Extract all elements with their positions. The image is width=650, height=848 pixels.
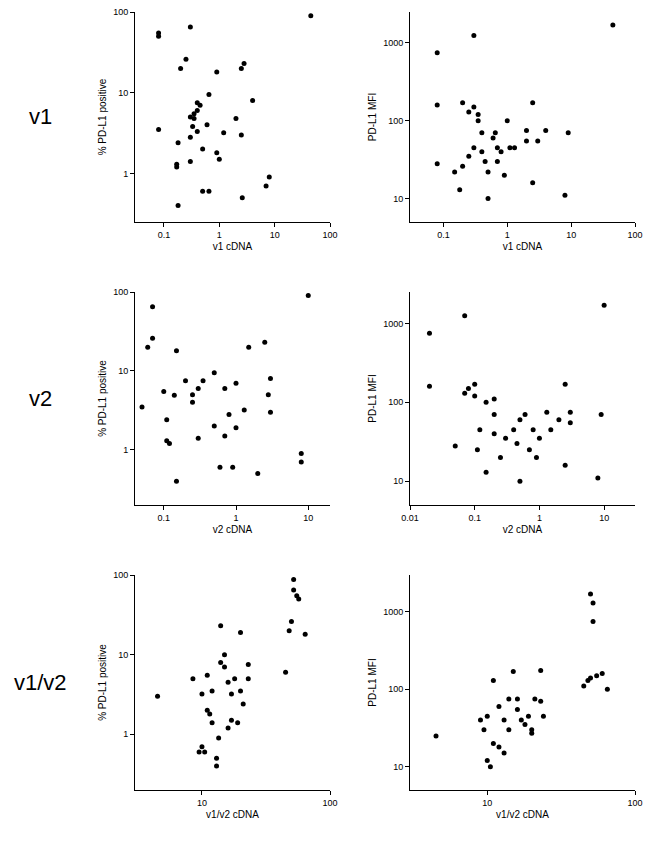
svg-text:1000: 1000 <box>383 607 403 617</box>
svg-text:10: 10 <box>118 88 128 98</box>
svg-text:100: 100 <box>113 7 128 17</box>
svg-text:v2: v2 <box>29 386 52 411</box>
svg-text:0.1: 0.1 <box>437 230 450 240</box>
svg-text:% PD-L1 positive: % PD-L1 positive <box>97 644 108 721</box>
svg-text:1: 1 <box>123 445 128 455</box>
svg-text:0.01: 0.01 <box>401 513 419 523</box>
svg-text:100: 100 <box>627 798 642 808</box>
svg-text:v1 cDNA: v1 cDNA <box>503 241 543 252</box>
svg-text:v1: v1 <box>29 104 52 129</box>
svg-text:1: 1 <box>505 230 510 240</box>
svg-text:1: 1 <box>123 169 128 179</box>
svg-text:100: 100 <box>322 230 337 240</box>
svg-text:10: 10 <box>566 230 576 240</box>
svg-text:v2 cDNA: v2 cDNA <box>213 524 253 535</box>
svg-text:0.1: 0.1 <box>158 230 171 240</box>
svg-text:v1 cDNA: v1 cDNA <box>213 241 253 252</box>
svg-text:0.1: 0.1 <box>157 513 170 523</box>
svg-text:PD-L1 MFI: PD-L1 MFI <box>367 93 378 141</box>
svg-text:1000: 1000 <box>383 319 403 329</box>
svg-text:1: 1 <box>537 513 542 523</box>
svg-text:10: 10 <box>393 194 403 204</box>
svg-text:100: 100 <box>388 397 403 407</box>
svg-text:0.1: 0.1 <box>468 513 481 523</box>
svg-text:10: 10 <box>599 513 609 523</box>
svg-text:PD-L1 MFI: PD-L1 MFI <box>367 658 378 706</box>
svg-text:% PD-L1 positive: % PD-L1 positive <box>97 360 108 437</box>
svg-text:1: 1 <box>123 729 128 739</box>
svg-text:100: 100 <box>388 684 403 694</box>
svg-text:% PD-L1 positive: % PD-L1 positive <box>97 78 108 155</box>
svg-text:1: 1 <box>233 513 238 523</box>
svg-text:10: 10 <box>270 230 280 240</box>
svg-text:10: 10 <box>393 762 403 772</box>
svg-text:1000: 1000 <box>383 38 403 48</box>
svg-text:v1/v2 cDNA: v1/v2 cDNA <box>496 809 549 820</box>
svg-text:100: 100 <box>113 287 128 297</box>
svg-text:10: 10 <box>118 650 128 660</box>
svg-text:100: 100 <box>388 116 403 126</box>
svg-text:v1/v2: v1/v2 <box>14 670 67 695</box>
svg-text:1: 1 <box>217 230 222 240</box>
svg-text:100: 100 <box>322 798 337 808</box>
svg-text:10: 10 <box>393 476 403 486</box>
svg-text:10: 10 <box>197 798 207 808</box>
svg-text:10: 10 <box>118 366 128 376</box>
svg-text:100: 100 <box>113 570 128 580</box>
svg-text:10: 10 <box>482 798 492 808</box>
svg-text:PD-L1 MFI: PD-L1 MFI <box>367 374 378 422</box>
svg-text:100: 100 <box>627 230 642 240</box>
svg-text:v2 cDNA: v2 cDNA <box>503 524 543 535</box>
svg-text:v1/v2 cDNA: v1/v2 cDNA <box>206 809 259 820</box>
svg-text:10: 10 <box>303 513 313 523</box>
